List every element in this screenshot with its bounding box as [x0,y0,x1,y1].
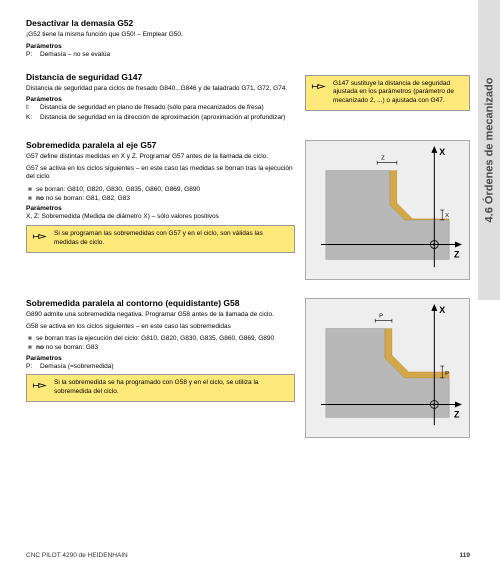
hand-point-icon [32,379,48,392]
heading-g52: Desactivar la demasía G52 [26,18,470,28]
section-g57: Sobremedida paralela al eje G57 G57 defi… [26,140,470,282]
bullet-item: ■no no se borran: G81, G82, G83 [26,194,295,203]
dim-x-label: X [445,213,449,219]
bullet-list: ■se borran: G810, G820, G830, G835, G860… [26,185,295,203]
dim-p2-label: P [445,371,449,377]
param-val: Demasía (=sobremedida) [40,363,295,372]
text-g147-line1: Distancia de seguridad para ciclos de fr… [26,85,295,94]
footer-left: CNC PILOT 4290 de HEIDENHAIN [26,552,128,559]
heading-g57: Sobremedida paralela al eje G57 [26,140,295,150]
param-key: I: [26,104,40,113]
param-val: Distancia de seguridad en la dirección d… [40,114,295,123]
text-g52-line1: ¡G52 tiene la misma función que G50! – E… [26,31,470,40]
text-g57-line1: G57 define distintas medidas en X y Z. P… [26,153,295,162]
bullet-item: ■no no se borran: G83 [26,343,295,352]
dim-p-label: P [379,314,383,320]
section-g147: Distancia de seguridad G147 Distancia de… [26,72,470,124]
bullet-text: se borran tras la ejecución del ciclo: G… [36,334,274,343]
param-head-g147: Parámetros [26,96,295,103]
note-text: Si se programan las sobremedidas con G57… [54,230,289,248]
page-footer: CNC PILOT 4290 de HEIDENHAIN 119 [26,552,470,559]
bullet-text: no no se borran: G81, G82, G83 [36,194,130,203]
g57-right: X Z Z X [305,140,470,282]
section-g58: Sobremedida paralela al contorno (equidi… [26,298,470,440]
param-head-g58: Parámetros [26,355,295,362]
param-row: K: Distancia de seguridad en la direcció… [26,114,295,123]
text-g58-line2: G58 se activa en los ciclos siguientes –… [26,323,295,332]
bullet-item: ■se borran tras la ejecución del ciclo: … [26,334,295,343]
text-g57-line2: G57 se activa en los ciclos siguientes –… [26,165,295,183]
g147-left: Distancia de seguridad G147 Distancia de… [26,72,295,124]
diagram-g57: X Z Z X [305,140,470,280]
section-g52: Desactivar la demasía G52 ¡G52 tiene la … [26,18,470,60]
bullet-list: ■se borran tras la ejecución del ciclo: … [26,334,295,352]
axis-x-label: X [439,147,445,157]
heading-g147: Distancia de seguridad G147 [26,72,295,82]
note-text: Si la sobremedida se ha programado con G… [54,379,289,397]
param-val: Distancia de seguridad en plano de fresa… [40,104,295,113]
param-key: P: [26,51,40,60]
note-g57: Si se programan las sobremedidas con G57… [26,225,295,253]
param-g57: X, Z: Sobremedida (Medida de diámetro X)… [26,213,295,222]
param-row: P: Demasía – no se evalúa [26,51,470,60]
param-head-g57: Parámetros [26,205,295,212]
param-val: Demasía – no se evalúa [40,51,470,60]
bullet-text: no no se borran: G83 [36,343,98,352]
section-tab: 4.6 Órdenes de mecanizado [478,0,500,300]
heading-g58: Sobremedida paralela al contorno (equidi… [26,298,295,308]
hand-point-icon [32,230,48,243]
bullet-text: se borran: G810, G820, G830, G835, G860,… [36,185,200,194]
note-text: G147 sustituye la distancia de seguridad… [333,80,464,106]
hand-point-icon [311,80,327,93]
param-head-g52: Parámetros [26,43,470,50]
param-key: P: [26,363,40,372]
dim-z-label: Z [381,156,385,162]
g58-right: X Z P P [305,298,470,440]
page-root: 4.6 Órdenes de mecanizado Desactivar la … [0,0,500,571]
note-g147: G147 sustituye la distancia de seguridad… [305,75,470,111]
axis-x-label: X [439,305,445,315]
param-row: I: Distancia de seguridad en plano de fr… [26,104,295,113]
axis-z-label: Z [454,409,460,419]
bullet-mark-icon: ■ [28,185,36,194]
bullet-mark-icon: ■ [28,334,36,343]
axis-z-label: Z [454,249,460,259]
bullet-mark-icon: ■ [28,343,36,352]
param-key: K: [26,114,40,123]
bullet-item: ■se borran: G810, G820, G830, G835, G860… [26,185,295,194]
param-row: P: Demasía (=sobremedida) [26,363,295,372]
diagram-g58: X Z P P [305,298,470,438]
text-g58-line1: G890 admite una sobremedida negativa. Pr… [26,311,295,320]
g147-right: G147 sustituye la distancia de seguridad… [305,72,470,124]
bullet-mark-icon: ■ [28,194,36,203]
g57-left: Sobremedida paralela al eje G57 G57 defi… [26,140,295,282]
note-g58: Si la sobremedida se ha programado con G… [26,374,295,402]
page-number: 119 [460,552,471,559]
g58-left: Sobremedida paralela al contorno (equidi… [26,298,295,440]
section-tab-label: 4.6 Órdenes de mecanizado [483,78,495,223]
